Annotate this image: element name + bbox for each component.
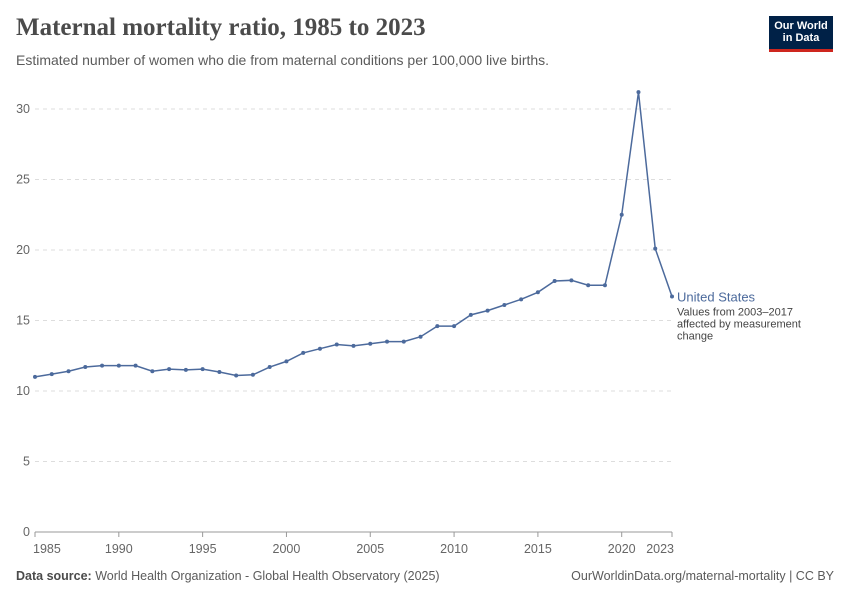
annotation-line: Values from 2003–2017 — [677, 307, 793, 319]
y-tick-label: 10 — [16, 384, 30, 398]
y-tick-label: 20 — [16, 243, 30, 257]
data-point — [49, 372, 54, 377]
data-point — [267, 365, 272, 370]
data-source: Data source: World Health Organization -… — [16, 569, 440, 583]
data-point — [519, 297, 524, 302]
data-point — [66, 369, 71, 374]
data-point — [602, 283, 607, 288]
data-point — [468, 312, 473, 317]
data-point — [636, 90, 641, 95]
data-point — [83, 365, 88, 370]
source-link[interactable]: OurWorldinData.org/maternal-mortality | … — [571, 569, 834, 583]
data-point — [234, 373, 239, 378]
annotation-line: change — [677, 331, 713, 343]
data-point — [653, 246, 658, 251]
data-point — [670, 294, 674, 299]
data-point — [317, 346, 322, 351]
x-tick-label: 2005 — [356, 542, 384, 556]
y-tick-label: 0 — [23, 525, 30, 539]
data-point — [435, 324, 440, 329]
data-point — [535, 290, 540, 295]
data-point — [150, 369, 155, 374]
x-tick-label: 2000 — [273, 542, 301, 556]
x-tick-label: 2015 — [524, 542, 552, 556]
x-tick-label: 1985 — [33, 542, 61, 556]
x-tick-label: 1990 — [105, 542, 133, 556]
data-point — [485, 308, 490, 313]
data-point — [351, 343, 356, 348]
owid-logo[interactable]: Our World in Data — [769, 16, 833, 52]
data-point — [401, 339, 406, 344]
x-tick-label: 2010 — [440, 542, 468, 556]
chart-title: Maternal mortality ratio, 1985 to 2023 — [16, 14, 426, 41]
data-point — [368, 341, 373, 346]
data-point — [502, 302, 507, 307]
x-tick-label: 2020 — [608, 542, 636, 556]
y-tick-label: 25 — [16, 173, 30, 187]
data-point — [569, 278, 574, 283]
data-point — [250, 372, 255, 377]
data-point — [418, 334, 423, 339]
series-line-united-states — [34, 91, 673, 378]
annotation-line: affected by measurement — [677, 319, 801, 331]
x-tick-label: 2023 — [646, 542, 674, 556]
data-point — [619, 212, 624, 217]
data-point — [133, 363, 138, 368]
data-point — [552, 279, 557, 284]
data-point — [116, 363, 121, 368]
data-point — [385, 339, 390, 344]
series-annotation: Values from 2003–2017 affected by measure… — [677, 307, 801, 343]
data-point — [167, 367, 172, 372]
data-point — [100, 363, 105, 368]
chart-subtitle: Estimated number of women who die from m… — [16, 52, 550, 68]
data-point — [452, 324, 457, 329]
logo-line: Our World — [774, 20, 828, 32]
data-point — [586, 283, 591, 288]
x-tick-label: 1995 — [189, 542, 217, 556]
y-tick-label: 30 — [16, 102, 30, 116]
data-source-text: World Health Organization - Global Healt… — [95, 569, 440, 583]
data-point — [183, 367, 188, 372]
data-point — [301, 350, 306, 355]
logo-line: in Data — [782, 32, 820, 44]
series-label: United States — [677, 290, 756, 305]
data-point — [284, 359, 289, 364]
data-point — [33, 374, 37, 379]
data-source-label: Data source: — [16, 569, 92, 583]
y-tick-label: 15 — [16, 314, 30, 328]
data-point — [217, 369, 222, 374]
y-tick-label: 5 — [23, 455, 30, 469]
data-point — [200, 367, 205, 372]
data-point — [334, 342, 339, 347]
